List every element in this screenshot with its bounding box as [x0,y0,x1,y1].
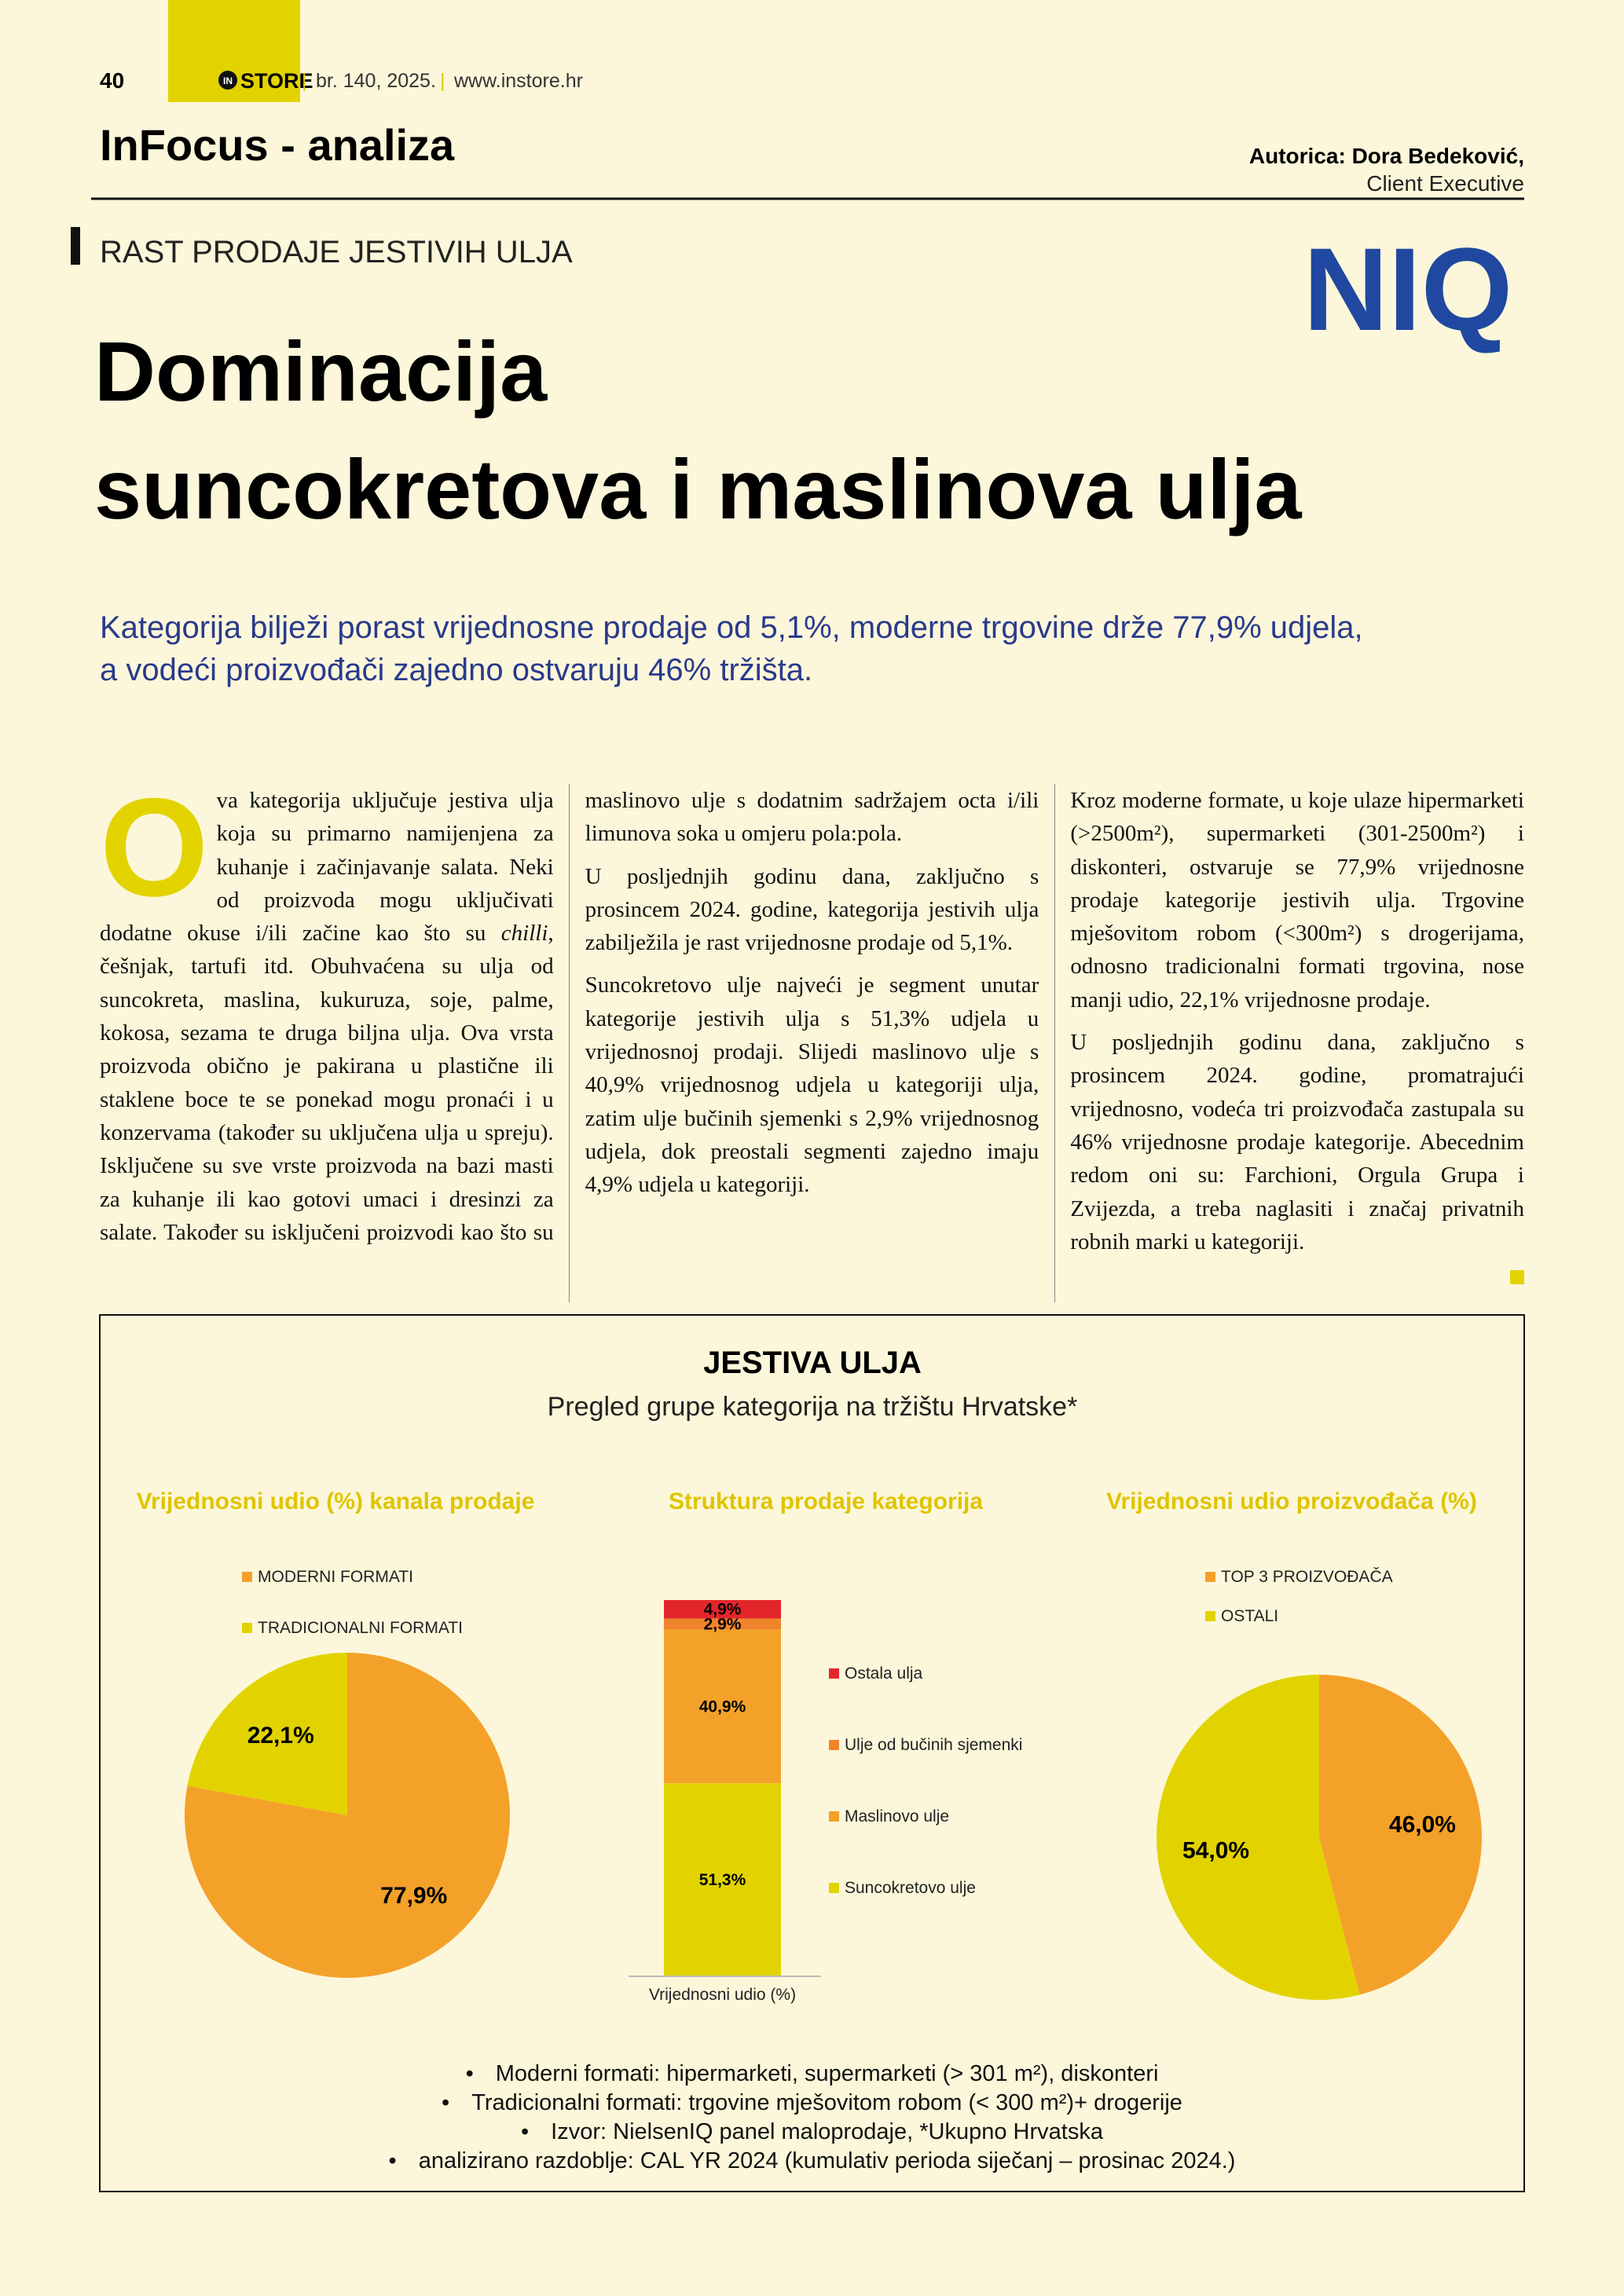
legend-label: MODERNI FORMATI [258,1568,413,1586]
logo-circle [218,71,237,90]
website: www.instore.hr [453,70,583,92]
data-label: 4,9% [704,1601,742,1619]
logo-mark: IN [223,75,233,86]
note: Izvor: NielsenIQ panel maloprodaje, *Uku… [100,2118,1524,2147]
legend-swatch [1205,1572,1215,1582]
data-label: 40,9% [699,1697,746,1716]
figure-notes: Moderni formati: hipermarketi, supermark… [100,2060,1524,2176]
lead: Kategorija bilježi porast vrijednosne pr… [100,606,1530,691]
lead-line: Kategorija bilježi porast vrijednosne pr… [100,610,1363,645]
bar-segment [664,1618,781,1630]
data-label: 54,0% [1182,1838,1249,1864]
legend-swatch [829,1811,839,1822]
bar-segment [664,1629,781,1784]
figure-title: JESTIVA ULJA [703,1346,922,1380]
author-role: Client Executive [1366,171,1524,196]
legend-swatch [829,1668,839,1679]
legend-label: TRADICIONALNI FORMATI [258,1619,463,1637]
x-tick-label: Vrijednosni udio (%) [649,1986,796,2004]
legend-swatch [242,1623,252,1633]
note: analizirano razdoblje: CAL YR 2024 (kumu… [100,2147,1524,2176]
drop-cap: O [100,769,209,925]
pie-slice [1319,1675,1483,1995]
figure-frame [99,1314,1525,2192]
text: va kategorija uključuje jestiva ulja koj… [100,788,554,947]
brand-logo: NIQ [1303,223,1513,355]
pie-slice [1157,1675,1360,2000]
data-label: 77,9% [380,1883,447,1909]
note: Tradicionalni formati: trgovine mješovit… [100,2089,1524,2118]
issue: br. 140, 2025. [316,70,436,92]
end-mark [1510,1270,1524,1284]
data-label: 22,1% [247,1723,314,1749]
logo: STORE [240,69,313,93]
lead-line: a vodeći proizvođači zajedno ostvaruju 4… [100,653,813,687]
data-label: 46,0% [1389,1811,1456,1837]
data-label: 51,3% [699,1871,746,1889]
text: , češnjak, tartufi itd. Obuhvaćena su ul… [100,788,1039,1245]
legend-label: Suncokretovo ulje [845,1879,976,1897]
author: Autorica: Dora Bedeković, [1249,144,1524,168]
kicker-bar [71,227,80,265]
section-title: InFocus - analiza [100,120,455,170]
legend-swatch [242,1572,252,1582]
chart-title: Vrijednosni udio (%) kanala prodaje [137,1489,535,1514]
legend-swatch [829,1740,839,1750]
legend-swatch [1205,1611,1215,1621]
pie-slice [187,1653,347,1815]
kicker: RAST PRODAJE JESTIVIH ULJA [100,235,573,269]
headline: Dominacija [94,324,548,419]
paragraph: U posljednjih godinu dana, zaključno s p… [585,863,1039,956]
data-label: 2,9% [704,1615,742,1633]
bar-segment [664,1783,781,1976]
text: chilli [500,921,548,947]
figure-subtitle: Pregled grupe kategorija na tržištu Hrva… [548,1392,1078,1422]
legend-label: Ulje od bučinih sjemenki [845,1736,1022,1754]
headline: suncokretova i maslinova ulja [94,441,1303,536]
page-number: 40 [100,68,124,93]
chart-title: Struktura prodaje kategorija [669,1489,983,1514]
legend-label: TOP 3 PROIZVOĐAČA [1221,1568,1393,1586]
legend-label: Maslinovo ulje [845,1807,949,1825]
chart-title: Vrijednosni udio proizvođača (%) [1106,1489,1477,1514]
separator: | [440,70,445,92]
bar-segment [664,1600,781,1619]
legend-swatch [829,1883,839,1893]
paragraph: Kroz moderne formate, u koje ulaze hiper… [1070,788,1524,1013]
paragraph: U posljednjih godinu dana, zaključno s p… [1070,1030,1524,1254]
separator: | [302,70,307,92]
legend-label: Ostala ulja [845,1664,923,1683]
legend-label: OSTALI [1221,1607,1278,1625]
paragraph: Suncokretovo ulje najveći je segment unu… [585,972,1039,1198]
note: Moderni formati: hipermarketi, supermark… [100,2060,1524,2089]
